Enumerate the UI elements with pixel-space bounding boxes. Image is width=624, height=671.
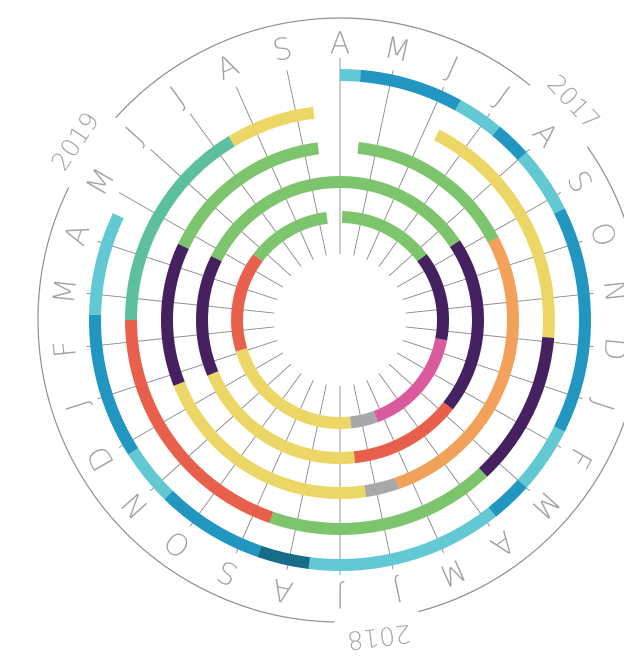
month-label: M xyxy=(47,276,85,305)
timeline-segment xyxy=(517,426,565,488)
timeline-segment xyxy=(161,243,189,386)
timeline-segment xyxy=(434,129,555,338)
timeline-segment xyxy=(89,314,139,455)
month-label: J xyxy=(584,396,620,415)
timeline-segment xyxy=(308,507,496,571)
timeline-segment xyxy=(357,141,499,243)
timeline-segment xyxy=(455,100,500,136)
timeline-segment xyxy=(488,479,527,517)
month-label: A xyxy=(269,571,296,610)
timeline-segment xyxy=(253,211,328,262)
month-label: A xyxy=(330,27,351,62)
month-label: J xyxy=(441,50,463,86)
month-label: M xyxy=(79,162,122,202)
timeline-segment xyxy=(207,371,356,464)
month-label: J xyxy=(119,120,151,150)
outer-circle xyxy=(37,187,335,623)
month-line xyxy=(405,292,594,314)
timeline-segment xyxy=(364,477,399,498)
month-label: F xyxy=(560,442,599,474)
timeline-segment xyxy=(231,254,263,352)
month-label: J xyxy=(389,572,405,608)
timeline-segment xyxy=(211,176,460,262)
year-label: 2018 xyxy=(346,619,413,656)
timeline-segment xyxy=(394,237,519,490)
month-label: A xyxy=(484,523,521,563)
month-label: A xyxy=(58,220,98,250)
month-label: D xyxy=(80,439,122,477)
timeline-segment xyxy=(353,401,453,464)
timeline-segment xyxy=(359,69,461,111)
month-label: O xyxy=(158,522,198,564)
timeline-segment xyxy=(373,338,448,423)
timeline-segment xyxy=(178,142,320,249)
timeline-segment xyxy=(125,136,235,321)
month-label: S xyxy=(559,165,599,199)
timeline-segment xyxy=(349,410,378,429)
timeline-segment xyxy=(235,347,352,429)
month-label: A xyxy=(211,48,244,88)
timeline-segment xyxy=(257,545,311,570)
timeline-segment xyxy=(125,319,274,524)
timeline-segment xyxy=(554,208,592,432)
timeline-segment xyxy=(164,490,262,558)
month-label: O xyxy=(582,218,623,251)
month-label: S xyxy=(212,552,244,592)
timeline-segment xyxy=(517,152,565,214)
month-line xyxy=(86,326,275,348)
timeline-segment xyxy=(89,213,124,316)
month-line xyxy=(86,292,275,314)
timeline-segment xyxy=(417,254,449,341)
month-label: N xyxy=(596,278,624,304)
month-label: M xyxy=(381,30,414,70)
month-label: F xyxy=(47,338,84,359)
month-label: A xyxy=(525,116,565,155)
month-label: J xyxy=(164,80,192,114)
timeline-segment xyxy=(228,106,315,147)
timeline-segment xyxy=(478,336,555,477)
month-label: M xyxy=(523,483,566,526)
month-label: J xyxy=(488,80,516,114)
timeline-segment xyxy=(196,255,222,376)
month-label: J xyxy=(59,396,95,415)
timeline-segment xyxy=(341,211,427,262)
month-label: M xyxy=(433,551,471,594)
timeline-segment xyxy=(492,126,527,161)
timeline-segment xyxy=(339,69,362,82)
month-line xyxy=(405,326,594,348)
timeline-segment xyxy=(443,240,484,410)
timeline-segment xyxy=(269,467,488,535)
month-label: N xyxy=(114,485,155,525)
outer-circle xyxy=(115,17,531,119)
month-label: D xyxy=(596,336,624,363)
timeline-segment xyxy=(173,381,367,499)
month-label: J xyxy=(336,579,345,614)
month-label: S xyxy=(270,31,296,69)
timeline-segment xyxy=(128,447,173,500)
